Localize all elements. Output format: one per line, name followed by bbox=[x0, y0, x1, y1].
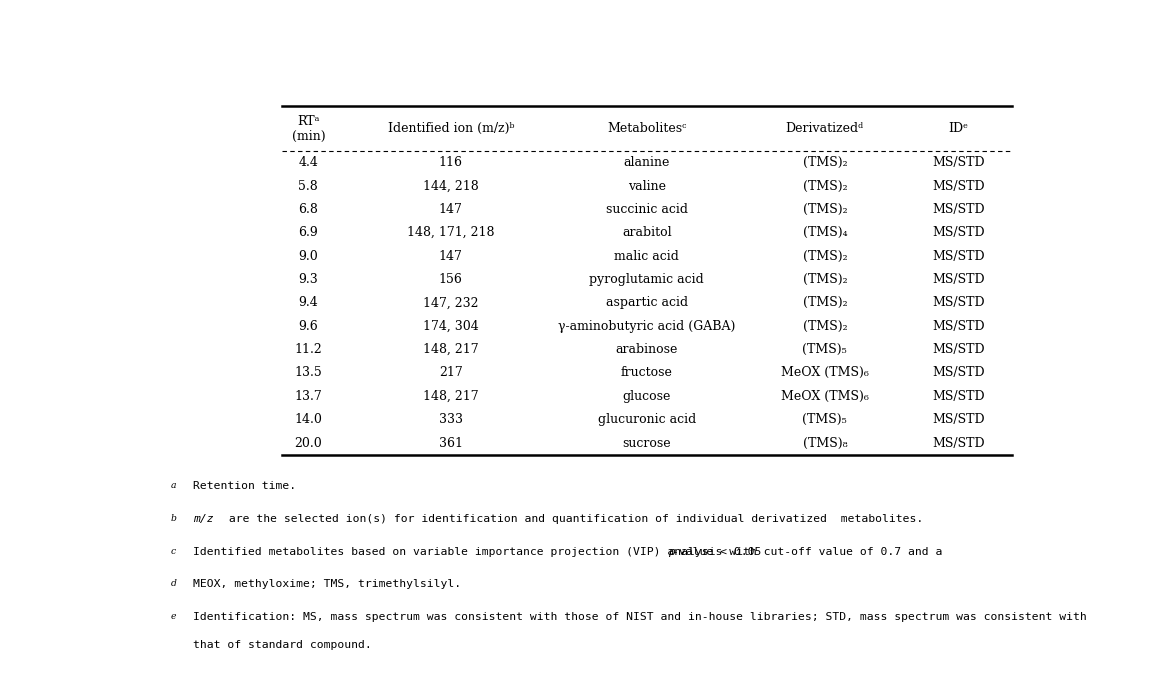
Text: m/z: m/z bbox=[193, 514, 214, 524]
Text: arabitol: arabitol bbox=[622, 226, 671, 239]
Text: (TMS)₂: (TMS)₂ bbox=[802, 156, 847, 169]
Text: malic acid: malic acid bbox=[615, 250, 679, 263]
Text: MS/STD: MS/STD bbox=[932, 436, 985, 449]
Text: 174, 304: 174, 304 bbox=[423, 320, 479, 333]
Text: 147: 147 bbox=[439, 203, 463, 216]
Text: 13.5: 13.5 bbox=[294, 366, 322, 379]
Text: IDᵉ: IDᵉ bbox=[948, 122, 969, 135]
Text: -value < 0.05: -value < 0.05 bbox=[672, 547, 762, 556]
Text: d: d bbox=[170, 580, 176, 589]
Text: MS/STD: MS/STD bbox=[932, 180, 985, 193]
Text: 361: 361 bbox=[439, 436, 463, 449]
Text: succinic acid: succinic acid bbox=[606, 203, 688, 216]
Text: (TMS)₈: (TMS)₈ bbox=[802, 436, 847, 449]
Text: b: b bbox=[170, 514, 176, 523]
Text: 333: 333 bbox=[439, 413, 463, 426]
Text: RTᵃ
(min): RTᵃ (min) bbox=[292, 115, 325, 143]
Text: 156: 156 bbox=[439, 273, 463, 286]
Text: 148, 217: 148, 217 bbox=[423, 343, 479, 356]
Text: (TMS)₅: (TMS)₅ bbox=[802, 343, 847, 356]
Text: 4.4: 4.4 bbox=[299, 156, 318, 169]
Text: sucrose: sucrose bbox=[623, 436, 671, 449]
Text: glucose: glucose bbox=[623, 390, 671, 403]
Text: (TMS)₅: (TMS)₅ bbox=[802, 413, 847, 426]
Text: (TMS)₂: (TMS)₂ bbox=[802, 320, 847, 333]
Text: 5.8: 5.8 bbox=[299, 180, 318, 193]
Text: 14.0: 14.0 bbox=[294, 413, 323, 426]
Text: MEOX, methyloxime; TMS, trimethylsilyl.: MEOX, methyloxime; TMS, trimethylsilyl. bbox=[193, 580, 461, 589]
Text: (TMS)₂: (TMS)₂ bbox=[802, 273, 847, 286]
Text: 9.6: 9.6 bbox=[299, 320, 318, 333]
Text: MS/STD: MS/STD bbox=[932, 203, 985, 216]
Text: 116: 116 bbox=[439, 156, 463, 169]
Text: 9.3: 9.3 bbox=[299, 273, 318, 286]
Text: Identified ion (m/z)ᵇ: Identified ion (m/z)ᵇ bbox=[387, 122, 514, 135]
Text: (TMS)₂: (TMS)₂ bbox=[802, 203, 847, 216]
Text: pyroglutamic acid: pyroglutamic acid bbox=[589, 273, 704, 286]
Text: 13.7: 13.7 bbox=[294, 390, 322, 403]
Text: MS/STD: MS/STD bbox=[932, 273, 985, 286]
Text: valine: valine bbox=[627, 180, 665, 193]
Text: MS/STD: MS/STD bbox=[932, 366, 985, 379]
Text: are the selected ion(s) for identification and quantification of individual deri: are the selected ion(s) for identificati… bbox=[222, 514, 924, 524]
Text: fructose: fructose bbox=[620, 366, 672, 379]
Text: Metabolitesᶜ: Metabolitesᶜ bbox=[607, 122, 686, 135]
Text: MS/STD: MS/STD bbox=[932, 250, 985, 263]
Text: MS/STD: MS/STD bbox=[932, 413, 985, 426]
Text: MS/STD: MS/STD bbox=[932, 343, 985, 356]
Text: 148, 171, 218: 148, 171, 218 bbox=[407, 226, 494, 239]
Text: (TMS)₂: (TMS)₂ bbox=[802, 180, 847, 193]
Text: 148, 217: 148, 217 bbox=[423, 390, 479, 403]
Text: 9.4: 9.4 bbox=[299, 296, 318, 309]
Text: (TMS)₂: (TMS)₂ bbox=[802, 296, 847, 309]
Text: arabinose: arabinose bbox=[616, 343, 678, 356]
Text: 6.8: 6.8 bbox=[299, 203, 318, 216]
Text: MeOX (TMS)₆: MeOX (TMS)₆ bbox=[781, 390, 869, 403]
Text: MS/STD: MS/STD bbox=[932, 296, 985, 309]
Text: MS/STD: MS/STD bbox=[932, 156, 985, 169]
Text: e: e bbox=[170, 612, 176, 621]
Text: 9.0: 9.0 bbox=[299, 250, 318, 263]
Text: MS/STD: MS/STD bbox=[932, 226, 985, 239]
Text: MeOX (TMS)₆: MeOX (TMS)₆ bbox=[781, 366, 869, 379]
Text: alanine: alanine bbox=[624, 156, 670, 169]
Text: a: a bbox=[170, 481, 176, 490]
Text: 6.9: 6.9 bbox=[299, 226, 318, 239]
Text: 147: 147 bbox=[439, 250, 463, 263]
Text: γ-aminobutyric acid (GABA): γ-aminobutyric acid (GABA) bbox=[558, 320, 735, 333]
Text: 217: 217 bbox=[439, 366, 463, 379]
Text: that of standard compound.: that of standard compound. bbox=[193, 640, 371, 650]
Text: p: p bbox=[668, 547, 674, 556]
Text: Identification: MS, mass spectrum was consistent with those of NIST and in-house: Identification: MS, mass spectrum was co… bbox=[193, 612, 1086, 622]
Text: MS/STD: MS/STD bbox=[932, 320, 985, 333]
Text: c: c bbox=[170, 547, 176, 556]
Text: Derivatizedᵈ: Derivatizedᵈ bbox=[786, 122, 864, 135]
Text: Identified metabolites based on variable importance projection (VIP) analysis wi: Identified metabolites based on variable… bbox=[193, 547, 949, 556]
Text: 144, 218: 144, 218 bbox=[423, 180, 479, 193]
Text: 11.2: 11.2 bbox=[294, 343, 322, 356]
Text: Retention time.: Retention time. bbox=[193, 481, 295, 491]
Text: 20.0: 20.0 bbox=[294, 436, 322, 449]
Text: aspartic acid: aspartic acid bbox=[606, 296, 688, 309]
Text: glucuronic acid: glucuronic acid bbox=[597, 413, 696, 426]
Text: 147, 232: 147, 232 bbox=[423, 296, 479, 309]
Text: (TMS)₂: (TMS)₂ bbox=[802, 250, 847, 263]
Text: MS/STD: MS/STD bbox=[932, 390, 985, 403]
Text: (TMS)₄: (TMS)₄ bbox=[802, 226, 847, 239]
